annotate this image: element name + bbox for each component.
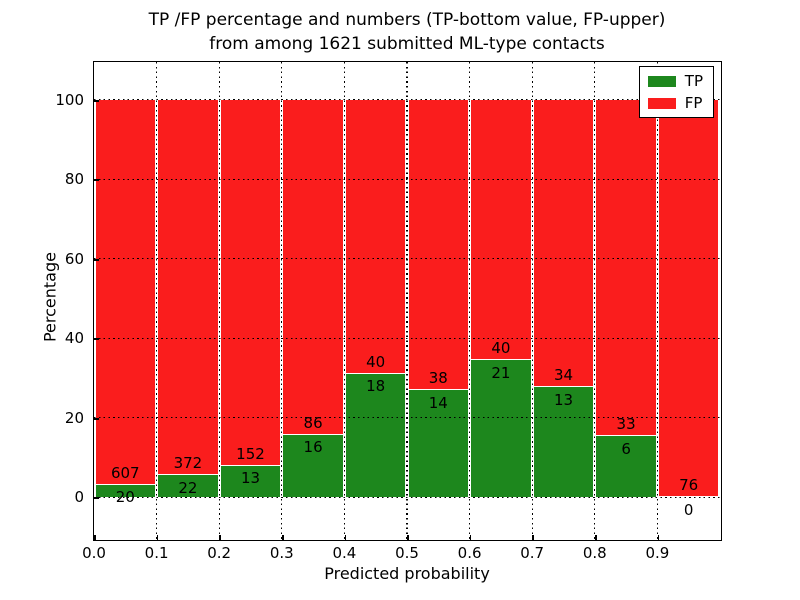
bar-segment-fp [658, 99, 719, 498]
y-tick-label: 20 [64, 408, 84, 427]
y-tick-label: 0 [74, 488, 84, 507]
legend-entry-tp: TP [647, 72, 703, 90]
legend-entry-fp: FP [647, 94, 703, 112]
tp-legend-swatch-icon [647, 75, 676, 87]
bar-segment-fp [408, 99, 469, 391]
chart-title-line1: TP /FP percentage and numbers (TP-bottom… [148, 10, 666, 30]
fp-count-label: 33 [616, 415, 636, 434]
bar-segment-fp [471, 99, 531, 361]
bar-segment-tp [408, 390, 469, 498]
tp-count-label: 6 [621, 439, 631, 458]
x-tick-label: 0.6 [457, 544, 482, 562]
bar-segment-fp [345, 99, 406, 374]
x-tick-label: 0.9 [645, 544, 670, 562]
y-axis-label: Percentage [40, 252, 60, 343]
y-tick-label: 80 [64, 170, 84, 189]
tp-count-label: 14 [428, 393, 448, 412]
v-gridline [656, 62, 659, 539]
x-tick-label: 0.8 [582, 544, 607, 562]
fp-legend-label: FP [684, 94, 703, 112]
x-tick-label: 0.5 [395, 544, 419, 562]
bar-segment-fp [596, 99, 656, 437]
bar-segment-tp [471, 360, 531, 498]
bar-segment-fp [533, 99, 594, 388]
fp-count-label: 372 [173, 454, 203, 473]
tp-count-label: 18 [366, 377, 386, 396]
fp-count-label: 40 [491, 339, 511, 358]
v-gridline [343, 62, 346, 539]
y-tick-label: 100 [55, 90, 84, 109]
tp-count-label: 20 [115, 488, 135, 507]
v-gridline [155, 62, 158, 539]
v-gridline [281, 62, 283, 539]
bar-segment-tp [220, 465, 281, 498]
v-gridline [218, 62, 220, 539]
fp-count-label: 40 [366, 352, 386, 371]
bar-segment-fp [95, 99, 156, 485]
fp-count-label: 34 [553, 366, 574, 385]
bar-segment-tp [158, 475, 218, 498]
tp-count-label: 21 [491, 363, 511, 382]
fp-legend-swatch-icon [647, 97, 676, 109]
x-tick-label: 0.1 [144, 544, 169, 562]
chart-title-line2: from among 1621 submitted ML-type contac… [209, 34, 605, 54]
v-gridline [594, 62, 596, 539]
tp-legend-label: TP [684, 72, 703, 90]
bar-segment-fp [220, 99, 281, 466]
tp-count-label: 13 [553, 390, 574, 409]
y-tick-label: 40 [64, 329, 84, 348]
bar-segment-fp [283, 99, 343, 435]
x-tick-label: 0.0 [82, 544, 106, 562]
bars-layer [94, 62, 720, 539]
bar-segment-tp [596, 436, 656, 498]
bar-segment-fp [158, 99, 218, 476]
tp-count-label: 16 [303, 438, 323, 457]
fp-count-label: 152 [236, 444, 265, 463]
bar-segment-tp [345, 373, 406, 498]
fp-count-label: 76 [679, 476, 699, 495]
bar-segment-tp [95, 484, 156, 498]
legend: TP FP [638, 66, 714, 118]
tp-count-label: 0 [683, 500, 694, 519]
bar-count-labels-layer: 607 20 372 22 152 13 86 16 40 18 38 14 40 21 34 13 33 6 76… [94, 62, 720, 539]
chart-title: TP /FP percentage and numbers (TP-bottom… [94, 8, 720, 56]
x-tick-label: 0.2 [207, 544, 232, 562]
fp-count-label: 38 [428, 369, 448, 388]
fp-count-label: 607 [110, 463, 140, 482]
tp-count-label: 22 [178, 478, 198, 497]
tp-count-label: 13 [240, 469, 261, 488]
v-gridline [406, 62, 408, 539]
plot-area: 607 20 372 22 152 13 86 16 40 18 38 14 40 21 34 13 33 6 76… [92, 60, 722, 541]
grid-layer [94, 62, 720, 539]
bar-segment-tp [283, 434, 343, 498]
fp-count-label: 86 [303, 413, 323, 432]
v-gridline [531, 62, 533, 539]
x-tick-label: 0.3 [269, 544, 294, 562]
y-tick-label: 60 [64, 249, 84, 268]
x-tick-label: 0.7 [520, 544, 545, 562]
v-gridline [468, 62, 471, 539]
x-tick-label: 0.4 [332, 544, 357, 562]
x-axis-label: Predicted probability [324, 564, 490, 583]
bar-segment-tp [533, 387, 594, 498]
